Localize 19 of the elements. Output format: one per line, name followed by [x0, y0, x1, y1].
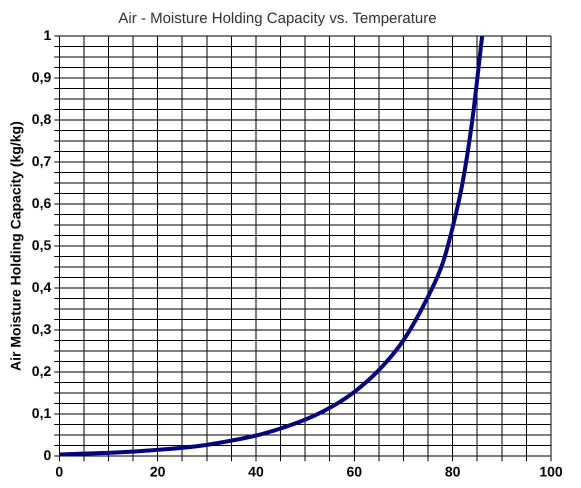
y-tick-label: 0,1: [32, 405, 52, 422]
y-tick-label: 0,5: [32, 236, 52, 253]
y-tick-label: 0,7: [32, 152, 52, 169]
y-tick-label: 0,6: [32, 194, 52, 211]
x-tick-label: 100: [539, 463, 563, 480]
x-tick-label: 20: [150, 463, 166, 480]
y-axis-title: Air Moisture Holding Capacity (kg/kg): [7, 121, 24, 371]
x-tick-label: 60: [346, 463, 362, 480]
x-tick-label: 0: [55, 463, 64, 480]
y-tick-label: 0,8: [32, 110, 52, 127]
chart-title: Air - Moisture Holding Capacity vs. Temperature: [118, 10, 437, 28]
y-tick-label: 0: [43, 447, 52, 464]
y-tick-label: 0,4: [32, 278, 52, 295]
y-tick-label: 0,2: [32, 363, 52, 380]
y-tick-label: 0,9: [32, 68, 52, 85]
x-tick-label: 40: [248, 463, 264, 480]
y-tick-label: 0,3: [32, 321, 52, 337]
x-tick-label: 80: [444, 463, 461, 480]
y-tick-label: 1: [43, 26, 52, 43]
